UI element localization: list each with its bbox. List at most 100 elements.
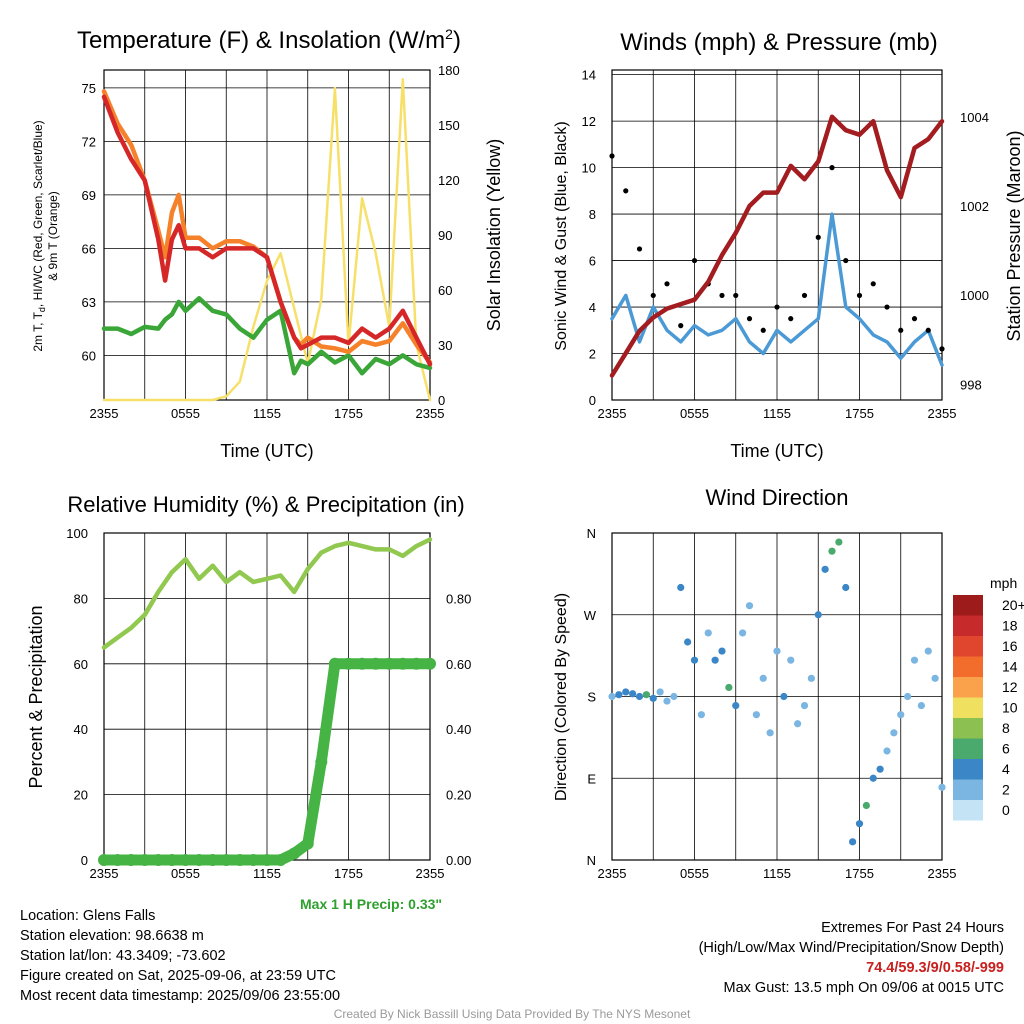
gust-point [856,292,863,299]
direction-point [766,729,774,737]
y-label-line-1-end: , HI/WC (Red, Green, Scarlet/Blue) [31,120,45,307]
legend-label: 2 [1002,782,1010,798]
direction-point [622,688,630,696]
winds-pressure-panel: 2355 0555 1155 1755 235502468101214998100010… [553,29,1024,461]
y-tick-label: N [587,853,596,868]
direction-point [759,674,767,682]
x-tick-label: 0555 [171,866,200,881]
legend-swatch [953,677,983,698]
x-tick-label: 2355 [416,406,445,421]
elevation-line: Station elevation: 98.6638 m [20,928,204,944]
direction-point [670,692,678,701]
y-tick-label: E [587,771,596,786]
gust-point [843,257,849,264]
y-axis-label: 2m T, Td, HI/WC (Red, Green, Scarlet/Blu… [31,120,60,351]
y2-tick-label: 120 [438,173,460,188]
direction-point [690,656,699,664]
y2-tick-label: 1000 [960,288,989,303]
gust-point [636,246,643,252]
direction-point [663,697,671,705]
direction-point [732,701,740,710]
y2-tick-label: 150 [438,118,460,133]
y-tick-label: 2 [589,347,596,362]
x-tick-label: 2355 [90,406,119,421]
y-tick-label: W [584,608,597,623]
timestamp-line: Most recent data timestamp: 2025/09/06 2… [20,988,341,1004]
y2-tick-label: 0 [438,393,445,408]
y2-tick-label: 1002 [960,199,989,214]
panel-title: Temperature (F) & Insolation (W/m2) [77,26,461,54]
gust-point [884,304,890,310]
legend-label: 10 [1002,700,1018,716]
direction-point [924,647,932,655]
x-tick-label: 2355 [90,866,119,881]
y-tick-label: 80 [74,591,88,606]
y-tick-label: 66 [82,241,96,256]
legend-label: 0 [1002,802,1010,818]
gust-point [733,292,739,299]
direction-point [931,674,939,682]
y-tick-label: 63 [82,295,96,310]
y2-tick-label: 90 [438,228,452,243]
y-tick-label: 40 [74,722,88,737]
gust-point [774,304,780,310]
x-tick-label: 2355 [928,866,957,881]
direction-point [608,692,616,701]
y-axis-label: Percent & Precipitation [26,605,46,788]
gust-point [719,292,725,299]
gust-point [925,327,931,333]
y-tick-label: 20 [74,788,88,803]
humidity-precip-panel: 2355 0555 1155 1755 23550204060801000.000.20… [26,492,471,881]
y-tick-label: 8 [589,207,596,222]
y2-tick-label: 0.00 [446,853,471,868]
precip-line [98,658,436,866]
gust-point [623,188,629,194]
direction-point [910,656,919,664]
max-precip-annotation: Max 1 H Precip: 0.33" [300,896,443,912]
direction-point [800,701,809,710]
x-tick-label: 1755 [334,406,363,421]
direction-point [677,583,685,592]
y-axis-label: Sonic Wind & Gust (Blue, Black) [553,121,570,350]
legend-swatch [953,656,983,677]
legend-swatch [953,697,983,718]
direction-point [835,538,843,546]
extremes-title: Extremes For Past 24 Hours [821,920,1004,936]
solar-line [102,77,432,402]
direction-point [773,647,781,655]
legend-swatch [953,636,983,657]
y2-tick-label: 30 [438,338,452,353]
gust-point [746,316,753,322]
direction-point [752,711,760,719]
direction-point [704,629,712,637]
direction-point [656,688,664,696]
direction-point [725,683,733,692]
direction-point [780,692,788,701]
legend-label: 4 [1002,761,1010,777]
direction-point [745,602,754,610]
gust-point [898,327,904,333]
extremes-values: 74.4/59.3/9/0.58/-999 [866,960,1004,976]
legend-swatch [953,779,983,800]
direction-point [883,747,891,755]
y-tick-label: 100 [66,526,88,541]
legend-label: 14 [1002,659,1018,675]
y-tick-label: 75 [82,81,96,96]
created-line: Figure created on Sat, 2025-09-06, at 23… [20,968,336,984]
gust-point [870,281,876,287]
max-gust-line: Max Gust: 13.5 mph On 09/06 at 0015 UTC [723,980,1004,996]
legend-label: 18 [1002,618,1018,634]
y-tick-label: 4 [589,300,596,315]
y-axis-label: Direction (Colored By Speed) [553,593,570,801]
y-tick-label: 6 [589,254,596,269]
direction-point [897,711,905,719]
x-tick-label: 1155 [763,406,791,421]
latlon-line: Station lat/lon: 43.3409; -73.602 [20,948,226,964]
location-line: Location: Glens Falls [20,908,156,924]
gust-point [664,281,670,287]
direction-point [904,692,912,701]
x-axis-label: Time (UTC) [220,441,313,461]
direction-point [855,820,864,828]
